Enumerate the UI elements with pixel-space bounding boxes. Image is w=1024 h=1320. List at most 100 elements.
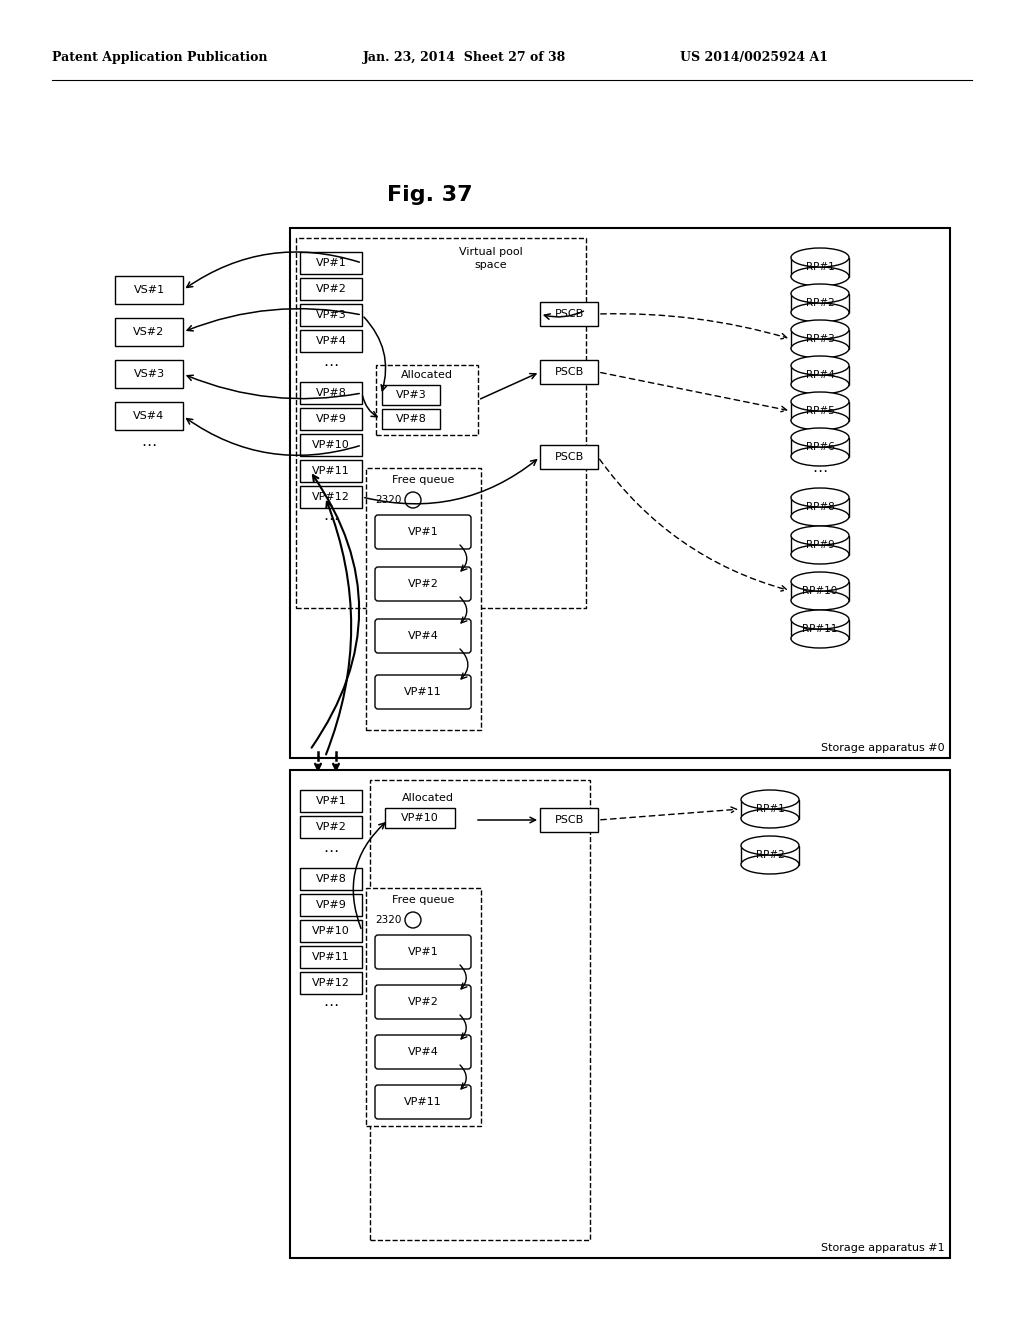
FancyBboxPatch shape — [375, 985, 471, 1019]
Text: VP#10: VP#10 — [312, 440, 350, 450]
Bar — [115, 276, 183, 304]
Text: VP#11: VP#11 — [404, 1097, 442, 1107]
Bar — [791, 330, 849, 348]
Text: VP#9: VP#9 — [315, 900, 346, 909]
Ellipse shape — [791, 610, 849, 630]
Text: VP#4: VP#4 — [408, 1047, 438, 1057]
Text: PSCB: PSCB — [554, 367, 584, 378]
Text: VP#2: VP#2 — [408, 579, 438, 589]
Text: VP#9: VP#9 — [315, 414, 346, 424]
Ellipse shape — [741, 836, 799, 855]
Text: Jan. 23, 2014  Sheet 27 of 38: Jan. 23, 2014 Sheet 27 of 38 — [362, 51, 566, 65]
Bar — [791, 437, 849, 457]
Text: VS#1: VS#1 — [133, 285, 165, 294]
Bar — [300, 408, 362, 430]
Bar — [290, 770, 950, 1258]
Ellipse shape — [741, 855, 799, 874]
Text: RP#10: RP#10 — [803, 586, 838, 597]
Text: VP#1: VP#1 — [315, 796, 346, 807]
Bar — [791, 401, 849, 421]
Text: VP#2: VP#2 — [408, 997, 438, 1007]
Text: RP#1: RP#1 — [806, 261, 835, 272]
Bar — [300, 459, 362, 482]
Bar — [300, 252, 362, 275]
Text: RP#9: RP#9 — [806, 540, 835, 550]
Bar — [300, 920, 362, 942]
Text: US 2014/0025924 A1: US 2014/0025924 A1 — [680, 51, 828, 65]
Bar — [791, 366, 849, 384]
Text: VP#4: VP#4 — [315, 337, 346, 346]
Bar — [296, 238, 586, 609]
Bar — [382, 409, 440, 429]
Text: ⋯: ⋯ — [324, 998, 339, 1014]
FancyBboxPatch shape — [375, 1085, 471, 1119]
Ellipse shape — [791, 447, 849, 466]
Bar — [540, 445, 598, 469]
Text: VP#1: VP#1 — [408, 527, 438, 537]
Text: ⋯: ⋯ — [141, 438, 157, 454]
Bar — [791, 257, 849, 276]
Text: Allocated: Allocated — [401, 793, 454, 803]
Ellipse shape — [791, 545, 849, 564]
Ellipse shape — [791, 591, 849, 610]
Text: RP#5: RP#5 — [806, 407, 835, 416]
Text: Allocated: Allocated — [401, 370, 453, 380]
Text: RP#11: RP#11 — [803, 624, 838, 634]
FancyBboxPatch shape — [375, 619, 471, 653]
Text: ⋯: ⋯ — [812, 465, 827, 479]
Bar — [300, 381, 362, 404]
Text: PSCB: PSCB — [554, 451, 584, 462]
Ellipse shape — [791, 525, 849, 545]
Bar — [300, 946, 362, 968]
Text: VP#3: VP#3 — [395, 389, 426, 400]
Text: Storage apparatus #1: Storage apparatus #1 — [821, 1243, 945, 1253]
Ellipse shape — [791, 267, 849, 286]
Bar — [115, 360, 183, 388]
Text: Free queue: Free queue — [392, 475, 455, 484]
Bar — [300, 304, 362, 326]
Text: VP#11: VP#11 — [312, 466, 350, 477]
Bar — [741, 800, 799, 818]
Text: VP#4: VP#4 — [408, 631, 438, 642]
Text: Patent Application Publication: Patent Application Publication — [52, 51, 267, 65]
Ellipse shape — [791, 507, 849, 525]
Ellipse shape — [791, 284, 849, 304]
Bar — [791, 498, 849, 516]
Text: VP#3: VP#3 — [315, 310, 346, 319]
Bar — [115, 403, 183, 430]
Text: Fig. 37: Fig. 37 — [387, 185, 473, 205]
Bar — [300, 330, 362, 352]
Text: Storage apparatus #0: Storage apparatus #0 — [821, 743, 945, 752]
Text: VP#8: VP#8 — [395, 414, 426, 424]
Bar — [791, 536, 849, 554]
Text: ⋯: ⋯ — [324, 845, 339, 859]
Text: VP#10: VP#10 — [312, 927, 350, 936]
Ellipse shape — [741, 809, 799, 828]
Ellipse shape — [791, 428, 849, 447]
Ellipse shape — [741, 789, 799, 809]
Bar — [791, 293, 849, 313]
Ellipse shape — [791, 630, 849, 648]
Bar — [385, 808, 455, 828]
Ellipse shape — [791, 339, 849, 358]
Text: VS#4: VS#4 — [133, 411, 165, 421]
FancyBboxPatch shape — [375, 1035, 471, 1069]
Text: VP#1: VP#1 — [408, 946, 438, 957]
Bar — [300, 486, 362, 508]
FancyBboxPatch shape — [375, 935, 471, 969]
Text: VP#8: VP#8 — [315, 388, 346, 399]
Ellipse shape — [791, 572, 849, 591]
Text: VP#12: VP#12 — [312, 492, 350, 502]
Bar — [366, 888, 481, 1126]
Text: VP#12: VP#12 — [312, 978, 350, 987]
Ellipse shape — [791, 319, 849, 339]
Text: Virtual pool: Virtual pool — [459, 247, 523, 257]
Bar — [115, 318, 183, 346]
Text: VP#2: VP#2 — [315, 822, 346, 832]
Bar — [791, 582, 849, 601]
Text: space: space — [475, 260, 507, 271]
Text: Free queue: Free queue — [392, 895, 455, 906]
Ellipse shape — [791, 411, 849, 430]
Text: RP#3: RP#3 — [806, 334, 835, 345]
Bar — [290, 228, 950, 758]
